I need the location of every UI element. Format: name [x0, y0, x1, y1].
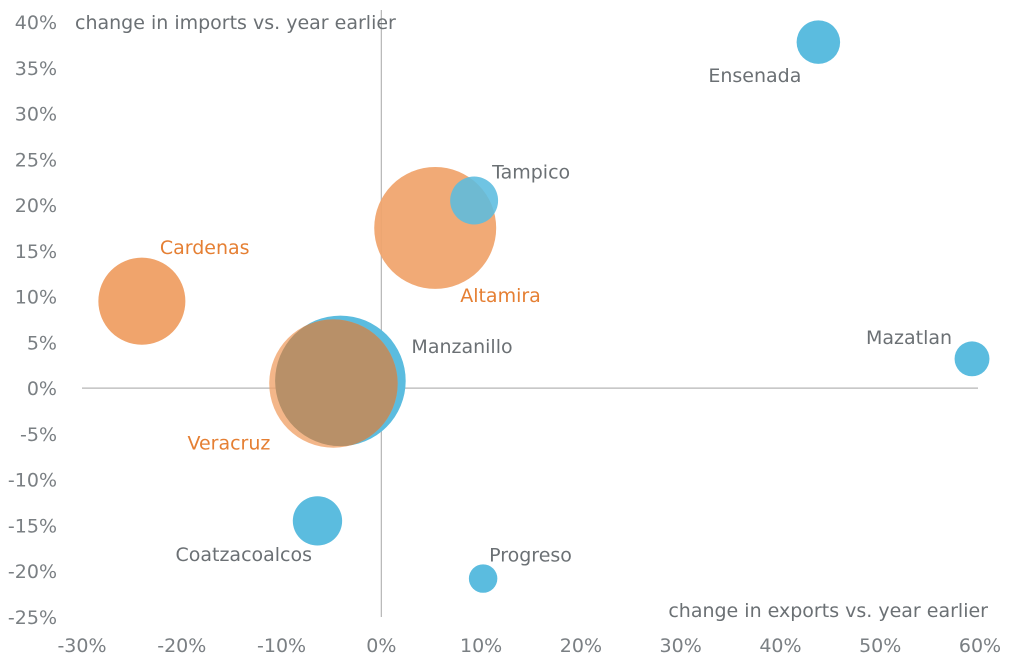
bubble-overlap-manzanillo-veracruz: [275, 319, 398, 447]
x-axis-title: change in exports vs. year earlier: [668, 600, 988, 622]
label-altamira: Altamira: [460, 285, 541, 307]
bubble-cardenas: [98, 257, 186, 345]
x-tick-label: -20%: [157, 635, 206, 657]
bubble-labels: Ensenada Tampico Altamira Cardenas Mazatlan M…: [160, 65, 952, 566]
bubble-mazatlan: [954, 341, 990, 377]
label-progreso: Progreso: [489, 545, 572, 567]
y-tick-label: 5%: [27, 332, 57, 354]
x-tick-label: 20%: [560, 635, 602, 657]
x-tick-label: 0%: [366, 635, 396, 657]
y-tick-label: 10%: [15, 287, 57, 309]
y-tick-label: 35%: [15, 58, 57, 80]
y-tick-label: -5%: [20, 424, 57, 446]
x-tick-label: -10%: [257, 635, 306, 657]
y-tick-label: 30%: [15, 104, 57, 126]
axes: [82, 10, 978, 617]
y-tick-label: -20%: [8, 561, 57, 583]
bubble-ensenada: [796, 20, 841, 64]
x-tick-label: -30%: [57, 635, 106, 657]
y-tick-label: 40%: [15, 12, 57, 34]
x-tick-label: 40%: [759, 635, 801, 657]
label-coatzacoalcos: Coatzacoalcos: [175, 544, 312, 566]
label-tampico: Tampico: [491, 162, 570, 184]
y-tick-label: 25%: [15, 149, 57, 171]
label-mazatlan: Mazatlan: [866, 327, 952, 349]
y-tick-label: 0%: [27, 378, 57, 400]
x-tick-label: 30%: [660, 635, 702, 657]
y-tick-label: -10%: [8, 470, 57, 492]
label-manzanillo: Manzanillo: [411, 336, 512, 358]
label-cardenas: Cardenas: [160, 237, 250, 259]
y-axis-title: change in imports vs. year earlier: [75, 12, 396, 34]
bubble-coatzacoalcos: [292, 496, 343, 546]
bubble-tampico: [450, 176, 499, 225]
y-tick-label: -25%: [8, 607, 57, 629]
x-tick-label: 10%: [460, 635, 502, 657]
y-tick-label: -15%: [8, 515, 57, 537]
y-tick-label: 20%: [15, 195, 57, 217]
bubble-progreso: [468, 564, 498, 593]
label-veracruz: Veracruz: [187, 433, 270, 455]
y-tick-label: 15%: [15, 241, 57, 263]
x-tick-label: 60%: [959, 635, 1001, 657]
label-ensenada: Ensenada: [708, 65, 801, 87]
x-axis-ticks: -30% -20% -10% 0% 10% 20% 30% 40% 50% 60%: [57, 635, 1001, 657]
bubbles: [98, 20, 990, 593]
y-axis-ticks: 40% 35% 30% 25% 20% 15% 10% 5% 0% -5% -10% -15% -20%…: [8, 12, 57, 629]
x-tick-label: 50%: [859, 635, 901, 657]
